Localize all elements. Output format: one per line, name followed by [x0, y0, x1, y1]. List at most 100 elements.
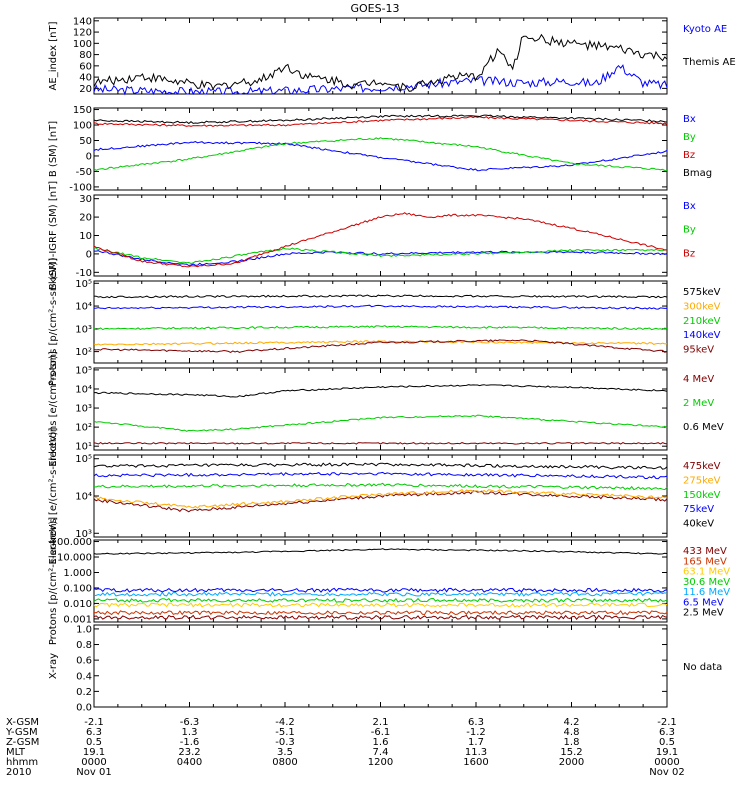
y-tick-label: 10⁴: [75, 384, 92, 395]
legend-bmag: Bmag: [683, 168, 712, 179]
y-tick-label: -10: [76, 268, 92, 279]
footer-cell: 1200: [368, 757, 393, 768]
legend-0-6-mev: 0.6 MeV: [683, 422, 724, 433]
y-axis-label: X-ray: [48, 653, 59, 679]
legend-63-1-mev: 63.1 MeV: [683, 567, 730, 578]
legend-165-mev: 165 MeV: [683, 556, 727, 567]
series-150kev: [93, 482, 668, 491]
legend-275kev: 275keV: [683, 475, 721, 486]
y-tick-label: 10⁵: [75, 454, 92, 465]
footer-cell: 1.7: [468, 737, 484, 748]
legend-30-6-mev: 30.6 MeV: [683, 577, 730, 588]
y-tick-label: 20: [79, 84, 92, 95]
legend-bx: Bx: [683, 201, 696, 212]
series-themis-ae: [93, 33, 668, 93]
series-2-mev: [93, 414, 668, 432]
y-tick-label: 20: [79, 213, 92, 224]
series-0-6-mev: [93, 384, 668, 398]
footer-row-label: Y-GSM: [5, 727, 38, 738]
series-40kev: [93, 462, 668, 470]
y-tick-label: 0.100: [63, 583, 92, 594]
series-75kev: [93, 471, 668, 480]
y-tick-label: 0.4: [76, 671, 92, 682]
series-575kev: [93, 294, 668, 299]
y-tick-label: 1.0: [76, 624, 92, 635]
series-433-mev: [93, 614, 668, 620]
footer-cell: 11.3: [465, 747, 487, 758]
y-tick-label: 140: [73, 16, 92, 27]
panel-frame: [93, 367, 668, 451]
legend-6-5-mev: 6.5 MeV: [683, 597, 724, 608]
y-axis-label: Protons [p/(cm²-s-sr-keV)]: [48, 258, 59, 386]
footer-cell: 1.8: [564, 737, 580, 748]
footer-cell: 23.2: [178, 747, 200, 758]
legend-2-5-mev: 2.5 MeV: [683, 608, 724, 619]
footer-cell: -2.1: [84, 717, 104, 728]
y-tick-label: 10²: [75, 423, 92, 434]
footer-cell: 3.5: [277, 747, 293, 758]
footer-row-label: hhmm: [6, 757, 38, 768]
series-210kev: [93, 325, 668, 331]
y-tick-label: 10⁴: [75, 302, 92, 313]
y-tick-label: 0.6: [76, 656, 92, 667]
series-140kev: [93, 304, 668, 310]
legend-300kev: 300keV: [683, 301, 721, 312]
footer-cell: 0.5: [659, 737, 675, 748]
y-tick-label: 80: [79, 50, 92, 61]
footer-row-label: 2010: [6, 767, 31, 778]
y-tick-label: 150: [73, 105, 92, 116]
series-165-mev: [93, 610, 668, 616]
footer-cell: -4.2: [275, 717, 295, 728]
y-tick-label: 50: [79, 136, 92, 147]
series-bx: [94, 250, 668, 267]
panel-5: 10⁵ 10⁴ 10³ 10² 10¹ Electrons [e/(cm²-s-sr)] 4…: [48, 351, 724, 467]
y-tick-label: 0.001: [63, 614, 92, 625]
series-6-5-mev: [93, 587, 668, 593]
footer-cell: -0.3: [275, 737, 295, 748]
y-tick-label: 100: [73, 121, 92, 132]
series-kyoto-ae: [93, 64, 668, 96]
legend-75kev: 75keV: [683, 504, 714, 515]
footer-cell: 1.6: [373, 737, 389, 748]
footer-cell: 1600: [463, 757, 488, 768]
legend-475kev: 475keV: [683, 461, 721, 472]
y-axis-label: B (SM)-IGRF (SM) [nT]: [48, 181, 59, 290]
footer-cell: 4.8: [564, 727, 580, 738]
y-tick-label: 10²: [75, 347, 92, 358]
y-tick-label: 10⁵: [75, 365, 92, 376]
footer-cell: -6.3: [180, 717, 200, 728]
y-tick-label: 40: [79, 73, 92, 84]
figure-title: GOES-13: [350, 2, 399, 15]
panel-2: 150 100 50 0 -50 -100 B (SM) [nT] Bx By Bz Bmag: [48, 105, 712, 193]
no-data-note: No data: [683, 662, 722, 673]
footer-cell: 2000: [559, 757, 584, 768]
footer-cell: -6.1: [371, 727, 391, 738]
y-axis-label: B (SM) [nT]: [48, 121, 59, 177]
series-bz: [93, 115, 668, 127]
footer-cell: 15.2: [560, 747, 582, 758]
y-tick-label: 10¹: [75, 442, 92, 453]
y-tick-label: 30: [79, 194, 92, 205]
footer-cell: Nov 02: [649, 767, 684, 778]
legend-433-mev: 433 MeV: [683, 546, 727, 557]
legend-575kev: 575keV: [683, 287, 721, 298]
y-tick-label: 100.000: [51, 537, 92, 548]
footer-row-label: X-GSM: [6, 717, 39, 728]
y-tick-label: 10³: [75, 324, 92, 335]
legend-40kev: 40keV: [683, 519, 714, 530]
series-30-6-mev: [93, 597, 668, 603]
y-tick-label: 0: [86, 249, 92, 260]
footer-cell: -1.2: [466, 727, 486, 738]
series-95kev: [93, 339, 668, 353]
footer-cell: 2.1: [373, 717, 389, 728]
legend-11-6-mev: 11.6 MeV: [683, 587, 730, 598]
y-tick-label: 10³: [75, 529, 92, 540]
footer-cell: 0800: [272, 757, 297, 768]
footer-row-label: MLT: [6, 747, 26, 758]
y-tick-label: 0.010: [63, 599, 92, 610]
y-tick-label: 1.000: [63, 568, 92, 579]
footer-cell: 7.4: [373, 747, 389, 758]
